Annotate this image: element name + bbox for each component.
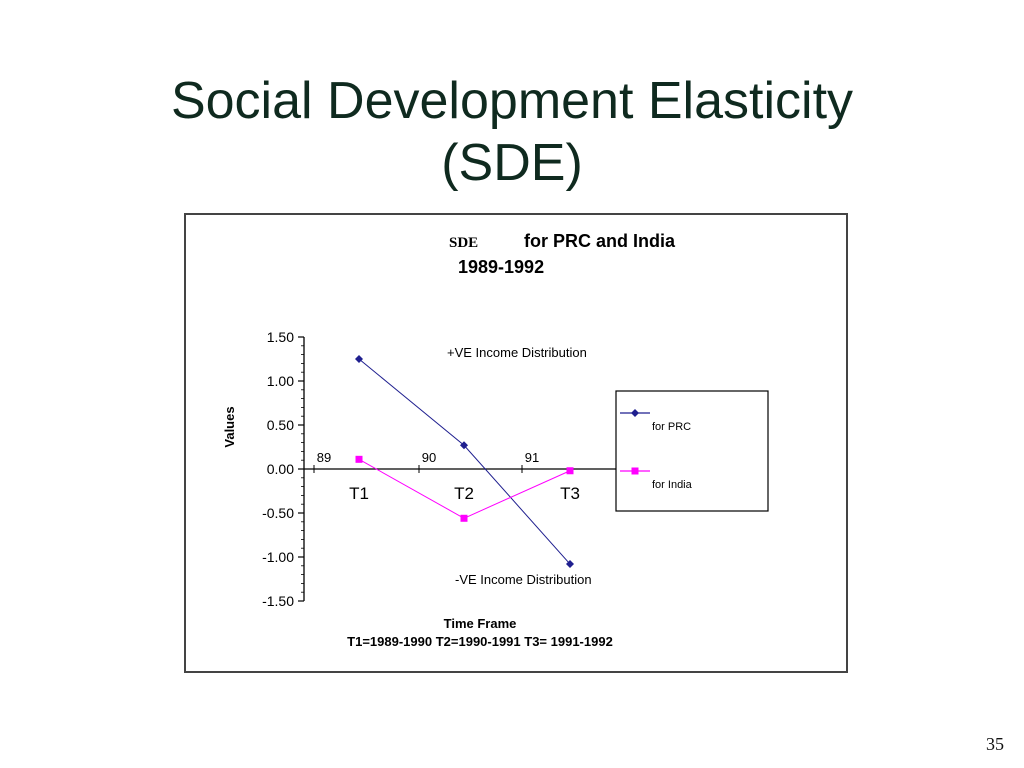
category-labels: T1 T2 T3 [349, 484, 580, 503]
x-axis-note: T1=1989-1990 T2=1990-1991 T3= 1991-1992 [347, 634, 613, 649]
category-label: T2 [454, 484, 474, 503]
annotation-negative: -VE Income Distribution [455, 572, 592, 587]
y-axis-label: Values [222, 406, 237, 447]
chart-title-part2: for PRC and India [524, 231, 676, 251]
slide-title-line2: (SDE) [441, 134, 583, 192]
legend-swatch-marker [631, 409, 639, 417]
legend-label: for India [652, 479, 693, 491]
category-label: T1 [349, 484, 369, 503]
y-tick-labels: 1.50 1.00 0.50 0.00 -0.50 -1.00 -1.50 [262, 329, 294, 609]
slide-title: Social Development Elasticity (SDE) [0, 70, 1024, 194]
year-tick-label: 90 [422, 450, 436, 465]
legend-box [615, 390, 769, 512]
legend: for PRC for India [615, 390, 769, 512]
year-tick-label: 89 [317, 450, 331, 465]
series-point-1 [460, 514, 468, 522]
slide-title-line1: Social Development Elasticity [170, 72, 854, 130]
chart-title-part1: SDE [449, 235, 478, 251]
chart-frame: SDE for PRC and India 1989-1992 Values 1… [184, 213, 848, 673]
y-tick-label: 1.00 [267, 373, 294, 389]
series-point-0 [566, 560, 574, 569]
axes [298, 336, 617, 602]
annotation-positive: +VE Income Distribution [447, 345, 587, 360]
legend-swatch-marker [631, 467, 639, 475]
y-tick-label: 0.50 [267, 417, 294, 433]
legend-label: for PRC [652, 421, 691, 433]
y-tick-label: 0.00 [267, 461, 294, 477]
page-number: 35 [986, 734, 1004, 754]
y-tick-label: -1.00 [262, 549, 294, 565]
x-axis-label: Time Frame [444, 616, 517, 631]
y-tick-label: 1.50 [267, 329, 294, 345]
series-point-1 [566, 467, 574, 475]
category-label: T3 [560, 484, 580, 503]
year-tick-label: 91 [525, 450, 539, 465]
series-layer [355, 355, 574, 569]
chart-subtitle: 1989-1992 [458, 257, 544, 277]
y-tick-label: -0.50 [262, 505, 294, 521]
series-point-0 [355, 355, 363, 363]
series-point-0 [460, 441, 468, 450]
series-point-1 [355, 455, 363, 463]
y-tick-label: -1.50 [262, 593, 294, 609]
chart-svg: SDE for PRC and India 1989-1992 Values 1… [222, 231, 769, 649]
